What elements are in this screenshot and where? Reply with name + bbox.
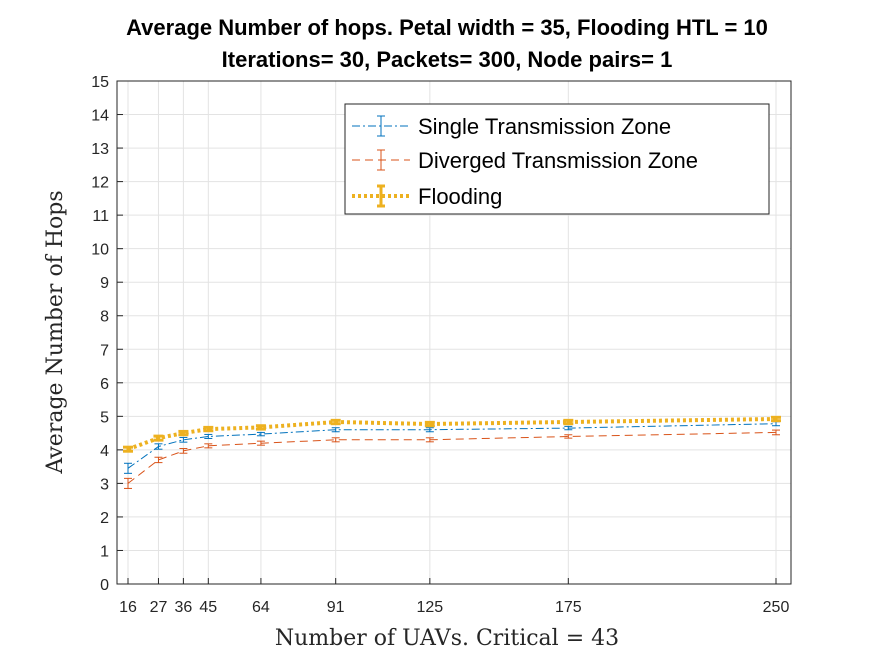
y-tick-label: 5 [100,409,109,426]
error-bar [178,429,189,437]
legend-item: Diverged Transmission Zone [352,148,698,173]
error-bar [124,477,132,489]
error-bar [256,431,265,437]
error-bar [153,434,164,442]
error-bar [179,448,188,454]
error-bar [425,427,434,433]
error-bar [256,440,265,446]
error-bar [424,420,435,428]
error-bar [564,425,573,431]
legend-box [344,103,770,215]
y-tick-label: 4 [100,443,109,460]
plot-area-frame [116,80,792,585]
y-tick-label: 2 [100,510,109,527]
y-tick-label: 3 [100,476,109,493]
chart-title-line-1: Average Number of hops. Petal width = 35… [126,15,768,40]
error-bar [203,425,214,433]
y-tick-label: 11 [92,208,109,225]
y-tick-label: 9 [100,275,109,292]
error-bar [331,437,340,443]
error-bar [204,433,213,439]
legend-label: Diverged Transmission Zone [418,148,698,173]
y-tick-label: 8 [100,309,109,326]
y-tick-label: 7 [100,342,109,359]
error-bar [179,436,188,443]
y-tick-label: 10 [91,242,109,259]
y-tick-label: 15 [91,74,109,91]
legend-item: Flooding [352,184,502,209]
error-bar [154,443,163,450]
y-tick-label: 14 [91,108,109,125]
error-bar [772,429,780,436]
legend-label: Single Transmission Zone [418,114,671,139]
series-1 [124,429,780,489]
error-bar [124,462,132,474]
x-tick-label: 250 [763,599,790,616]
y-tick-label: 0 [100,577,109,594]
error-bar [563,418,574,426]
x-tick-label: 16 [119,599,137,616]
error-bar [255,424,266,431]
x-tick-label: 64 [252,599,270,616]
legend: Single Transmission Zone Diverged Transmi… [344,103,770,215]
y-tick-label: 13 [91,141,109,158]
x-axis-ticks: 16 27 36 45 64 91 125 175 250 [119,578,789,616]
series-line [127,431,777,484]
series-2 [123,415,781,453]
series-line [127,417,777,452]
error-bar [154,456,163,464]
x-axis-label: Number of UAVs. Critical = 43 [275,626,619,651]
error-bar [564,434,573,439]
error-bar [425,437,434,443]
x-tick-label: 175 [555,599,582,616]
legend-label: Flooding [418,184,502,209]
error-bar [772,421,780,427]
series-0 [124,421,780,474]
x-tick-label: 45 [199,599,217,616]
x-tick-label: 36 [174,599,192,616]
series-layer [123,415,781,489]
error-bar [330,418,341,426]
x-tick-label: 91 [327,599,345,616]
legend-item: Single Transmission Zone [352,114,671,139]
error-bar [204,443,213,449]
y-tick-label: 1 [100,543,109,560]
y-axis-label: Average Number of Hops [43,190,68,474]
y-tick-label: 12 [91,175,109,192]
chart-title-line-2: Iterations= 30, Packets= 300, Node pairs… [222,47,673,72]
x-tick-label: 27 [150,599,168,616]
series-line [127,423,777,469]
error-bar [771,415,781,423]
error-bar [123,445,133,453]
y-tick-label: 6 [100,376,109,393]
error-bar [331,427,340,433]
x-tick-label: 125 [416,599,443,616]
